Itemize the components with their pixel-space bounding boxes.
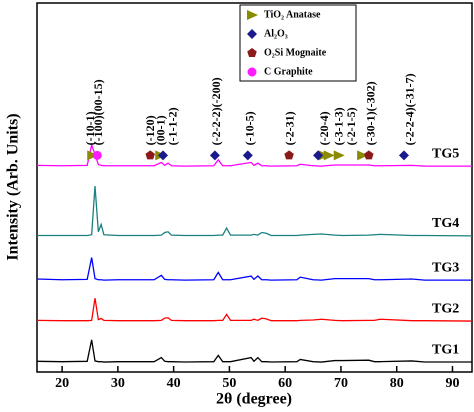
series-label: TG5 xyxy=(432,146,459,161)
phase-marker xyxy=(158,150,169,161)
hkl-label: (-30-1)(-302) xyxy=(363,81,377,145)
phase-marker xyxy=(145,150,155,160)
hkl-label: (-120) xyxy=(143,115,157,145)
series-label: TG4 xyxy=(432,216,459,231)
legend-marker xyxy=(247,48,257,58)
hkl-label: (-10-5) xyxy=(242,111,256,145)
xrd-line xyxy=(36,339,472,363)
hkl-label: (-1-1-2) xyxy=(165,107,179,145)
xrd-line xyxy=(36,298,473,322)
x-tick-label: 70 xyxy=(334,376,348,391)
phase-marker xyxy=(313,150,324,161)
x-tick-label: 30 xyxy=(111,376,125,391)
hkl-label: (00-1) xyxy=(154,115,168,145)
series-label: TG1 xyxy=(432,342,459,357)
phase-marker xyxy=(284,150,294,160)
x-tick-label: 90 xyxy=(445,376,459,391)
phase-marker xyxy=(357,150,369,161)
legend-box xyxy=(239,4,357,82)
phase-marker xyxy=(209,150,220,161)
xrd-line xyxy=(37,185,473,237)
hkl-label: (-3-1-3) xyxy=(332,107,346,145)
legend-label: TiO₂ Anatase xyxy=(264,9,321,20)
hkl-label: (-10-1) xyxy=(83,111,97,145)
plot-frame xyxy=(36,2,473,373)
legend-label: C Graphite xyxy=(264,66,313,77)
phase-marker xyxy=(333,150,345,161)
phase-marker xyxy=(87,150,99,161)
hkl-label: (-2-31) xyxy=(283,111,297,145)
hkl-label: (-2-1-5) xyxy=(344,107,358,145)
x-tick-label: 50 xyxy=(222,376,236,391)
hkl-label: (-2-2-2)(-200) xyxy=(209,77,223,145)
xrd-line xyxy=(36,257,472,281)
legend-label: Al₂O₃ xyxy=(264,28,288,39)
x-axis-label: 2θ (degree) xyxy=(216,391,292,408)
phase-marker xyxy=(92,150,102,160)
xrd-line xyxy=(36,142,472,167)
x-tick-label: 80 xyxy=(390,376,404,391)
legend-marker xyxy=(247,29,257,39)
legend-marker xyxy=(247,67,257,77)
hkl-label: (-100)(00-15) xyxy=(91,79,105,145)
x-tick-label: 60 xyxy=(278,376,292,391)
hkl-label: (-2-2-4)(-31-7) xyxy=(402,73,416,145)
legend-marker xyxy=(247,10,258,20)
series-label: TG2 xyxy=(432,301,459,316)
legend-label: O₂Si Mognaite xyxy=(264,47,327,58)
phase-marker xyxy=(323,150,335,161)
phase-marker xyxy=(364,150,374,160)
series-label: TG3 xyxy=(432,260,459,275)
x-tick-label: 40 xyxy=(167,376,181,391)
hkl-label: (-20-4) xyxy=(317,111,331,145)
x-tick-label: 20 xyxy=(55,376,69,391)
y-axis-label: Intensity (Arb. Units) xyxy=(5,113,22,260)
phase-marker xyxy=(398,150,409,161)
phase-marker xyxy=(242,150,253,161)
